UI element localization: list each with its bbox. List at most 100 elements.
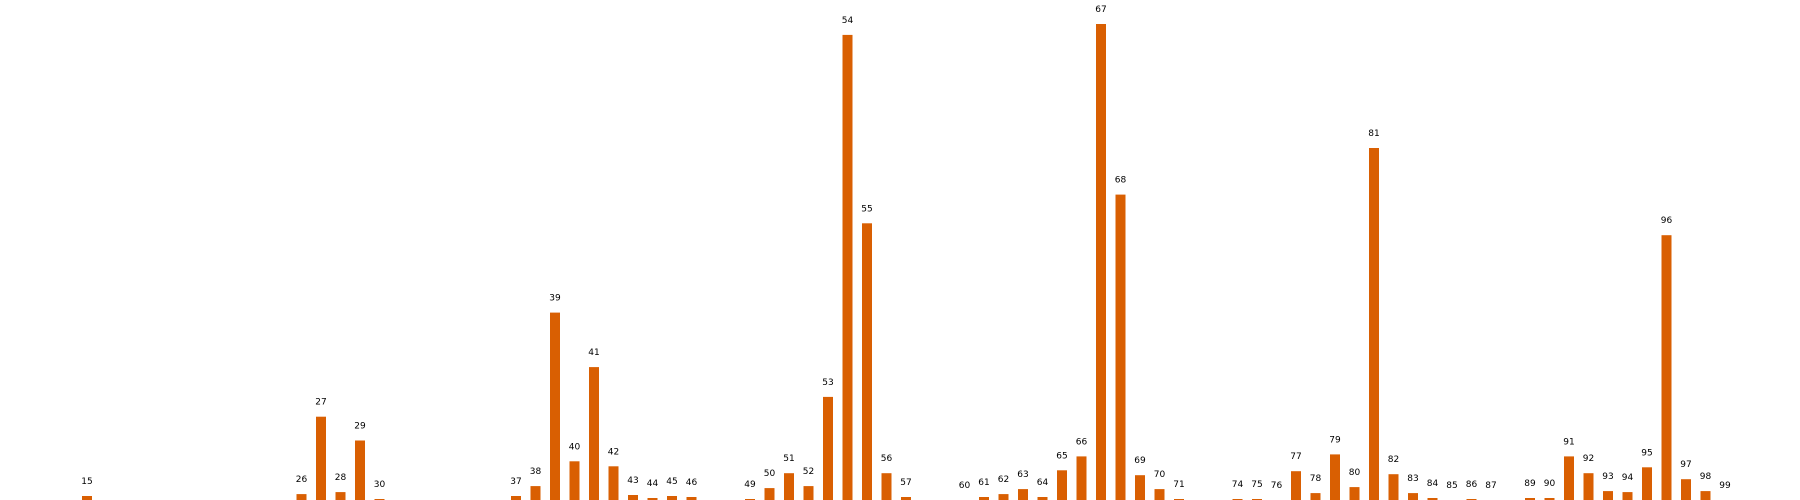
bar-label-26: 26 <box>296 475 308 485</box>
bar-56 <box>881 473 892 500</box>
bar-label-92: 92 <box>1583 454 1594 464</box>
bar-78 <box>1310 493 1321 500</box>
bars-group <box>82 24 1711 500</box>
bar-label-53: 53 <box>822 378 833 388</box>
bar-label-89: 89 <box>1524 479 1536 489</box>
bar-label-98: 98 <box>1700 472 1712 482</box>
bar-label-77: 77 <box>1290 452 1301 462</box>
bar-51 <box>784 473 794 500</box>
bar-64 <box>1037 497 1048 500</box>
bar-label-56: 56 <box>881 454 893 464</box>
bar-37 <box>511 496 521 500</box>
bar-45 <box>667 496 677 500</box>
bar-label-63: 63 <box>1017 470 1028 480</box>
bar-label-44: 44 <box>647 479 659 489</box>
bar-94 <box>1622 492 1633 500</box>
bar-label-43: 43 <box>627 476 638 486</box>
bar-label-84: 84 <box>1427 479 1439 489</box>
bar-label-45: 45 <box>666 477 677 487</box>
bar-54 <box>842 34 853 500</box>
bar-label-76: 76 <box>1271 481 1283 491</box>
bar-65 <box>1057 470 1067 500</box>
bar-label-61: 61 <box>978 478 989 488</box>
bar-label-52: 52 <box>803 467 814 477</box>
bar-label-38: 38 <box>530 467 542 477</box>
bar-label-96: 96 <box>1661 216 1673 226</box>
bar-label-41: 41 <box>588 348 599 358</box>
bar-28 <box>335 492 346 500</box>
bar-53 <box>823 396 833 500</box>
bar-68 <box>1115 194 1126 500</box>
bar-15 <box>82 496 92 500</box>
bar-label-39: 39 <box>549 294 561 304</box>
bar-80 <box>1349 487 1360 500</box>
bar-67 <box>1096 24 1106 500</box>
bar-label-95: 95 <box>1641 448 1652 458</box>
bar-label-49: 49 <box>744 480 756 490</box>
bar-label-40: 40 <box>569 442 581 452</box>
bar-38 <box>530 486 541 500</box>
bar-label-50: 50 <box>764 469 776 479</box>
bar-66 <box>1076 456 1087 500</box>
bar-label-42: 42 <box>608 447 619 457</box>
bar-label-74: 74 <box>1232 480 1244 490</box>
bar-label-29: 29 <box>354 422 366 432</box>
bar-95 <box>1642 467 1652 500</box>
bar-label-46: 46 <box>686 478 698 488</box>
bar-label-83: 83 <box>1407 474 1418 484</box>
bar-46 <box>686 497 697 500</box>
bar-label-27: 27 <box>315 398 326 408</box>
bar-52 <box>803 486 814 500</box>
bar-97 <box>1681 479 1691 500</box>
bar-label-80: 80 <box>1349 468 1361 478</box>
bar-label-54: 54 <box>842 16 854 26</box>
bar-label-66: 66 <box>1076 437 1088 447</box>
bar-41 <box>589 367 599 500</box>
bar-label-57: 57 <box>900 478 911 488</box>
bar-label-82: 82 <box>1388 455 1399 465</box>
bar-50 <box>764 488 775 500</box>
bar-83 <box>1408 493 1418 500</box>
bar-55 <box>862 223 872 500</box>
bar-57 <box>901 497 911 500</box>
bar-label-68: 68 <box>1115 176 1127 186</box>
bar-92 <box>1583 473 1594 500</box>
bar-label-85: 85 <box>1446 481 1457 491</box>
bar-91 <box>1564 456 1574 500</box>
bar-label-55: 55 <box>861 204 872 214</box>
bar-81 <box>1369 148 1379 500</box>
bar-label-81: 81 <box>1368 129 1379 139</box>
bar-79 <box>1330 454 1340 500</box>
bar-label-87: 87 <box>1485 481 1496 491</box>
bar-label-99: 99 <box>1719 481 1731 491</box>
bar-label-51: 51 <box>783 454 794 464</box>
bar-84 <box>1427 498 1438 500</box>
bar-42 <box>608 466 619 500</box>
bar-62 <box>998 494 1009 500</box>
bar-label-62: 62 <box>998 475 1009 485</box>
bar-43 <box>628 495 638 500</box>
bar-label-90: 90 <box>1544 479 1556 489</box>
bar-70 <box>1154 489 1165 500</box>
bar-label-65: 65 <box>1056 451 1067 461</box>
bar-label-78: 78 <box>1310 474 1322 484</box>
bar-label-64: 64 <box>1037 478 1049 488</box>
bar-label-79: 79 <box>1329 435 1341 445</box>
bar-61 <box>979 497 989 500</box>
bar-label-28: 28 <box>335 473 347 483</box>
bar-label-97: 97 <box>1680 460 1691 470</box>
bar-93 <box>1603 491 1613 500</box>
bar-39 <box>550 312 560 500</box>
bar-label-75: 75 <box>1251 480 1262 490</box>
bar-69 <box>1135 475 1145 500</box>
bar-label-60: 60 <box>959 481 971 491</box>
bar-44 <box>647 498 658 500</box>
bar-40 <box>569 461 580 500</box>
bar-29 <box>355 440 365 500</box>
bar-96 <box>1661 235 1672 500</box>
bar-label-69: 69 <box>1134 456 1146 466</box>
bar-77 <box>1291 471 1301 500</box>
bar-98 <box>1700 491 1711 500</box>
bar-63 <box>1018 489 1028 500</box>
